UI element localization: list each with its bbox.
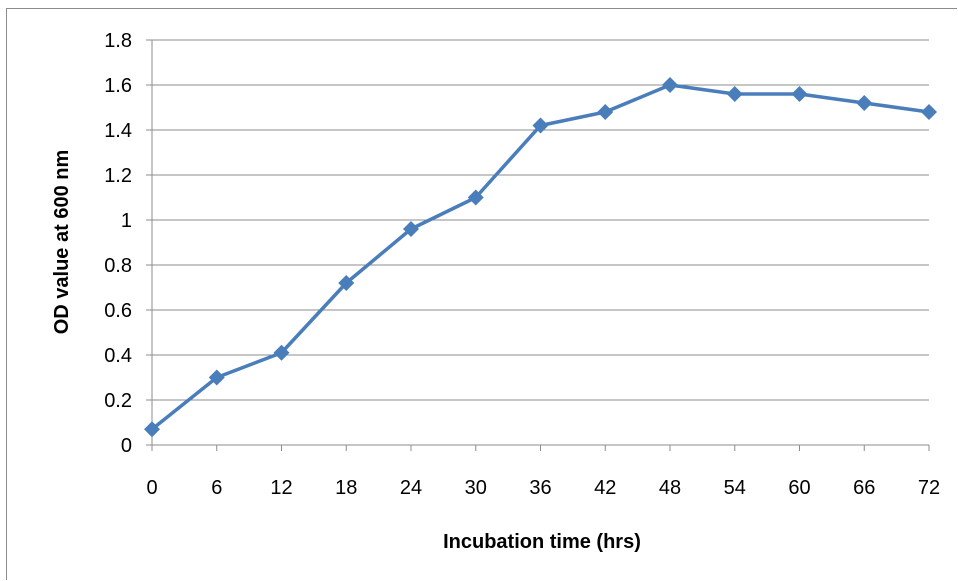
chart-frame <box>6 8 957 580</box>
axes <box>146 39 930 451</box>
data-point-marker <box>273 344 290 361</box>
y-tick-label: 0.8 <box>104 255 132 277</box>
x-tick-label: 54 <box>724 477 746 499</box>
x-tick-label: 48 <box>659 477 681 499</box>
data-point-marker <box>726 86 743 102</box>
y-tick-label: 1.2 <box>104 165 132 187</box>
y-tick-label: 1.4 <box>104 120 132 142</box>
x-tick-label: 66 <box>853 477 875 499</box>
data-point-marker <box>338 275 355 291</box>
y-tick-label: 0.4 <box>104 345 132 367</box>
data-point-marker <box>532 117 549 134</box>
x-tick-label: 18 <box>335 477 357 499</box>
y-tick-label: 1.8 <box>104 30 132 52</box>
x-axis-title: Incubation time (hrs) <box>443 531 641 553</box>
y-axis-title: OD value at 600 nm <box>51 150 73 335</box>
x-tick-labels: 0 6 12 18 24 30 36 42 48 54 60 66 72 <box>146 477 940 499</box>
series-line <box>150 83 930 431</box>
x-tick-label: 30 <box>465 477 487 499</box>
x-tick-label: 72 <box>918 477 940 499</box>
data-point-marker <box>662 77 678 93</box>
y-tick-label: 1 <box>121 210 132 232</box>
x-tick-label: 0 <box>146 477 157 499</box>
data-point-marker <box>144 421 160 438</box>
data-point-marker <box>597 104 614 120</box>
x-tick-label: 6 <box>211 477 222 499</box>
y-tick-label: 0.2 <box>104 390 132 412</box>
y-tick-label: 0.6 <box>104 300 132 322</box>
gridlines <box>152 39 929 401</box>
data-point-marker <box>856 95 873 111</box>
x-tick-label: 12 <box>270 477 292 499</box>
y-tick-label: 0 <box>121 435 132 457</box>
x-tick-label: 24 <box>400 477 422 499</box>
y-tick-label: 1.6 <box>104 75 132 97</box>
x-tick-label: 60 <box>788 477 810 499</box>
data-point-marker <box>467 189 484 206</box>
data-point-marker <box>403 221 419 237</box>
x-tick-label: 36 <box>529 477 551 499</box>
data-point-marker <box>208 369 225 386</box>
data-point-marker <box>921 104 937 120</box>
data-series <box>144 77 937 438</box>
x-tick-label: 42 <box>594 477 616 499</box>
y-tick-labels: 0 0.2 0.4 0.6 0.8 1 1.2 1.4 1.6 1.8 <box>104 30 132 457</box>
data-point-marker <box>791 86 808 102</box>
